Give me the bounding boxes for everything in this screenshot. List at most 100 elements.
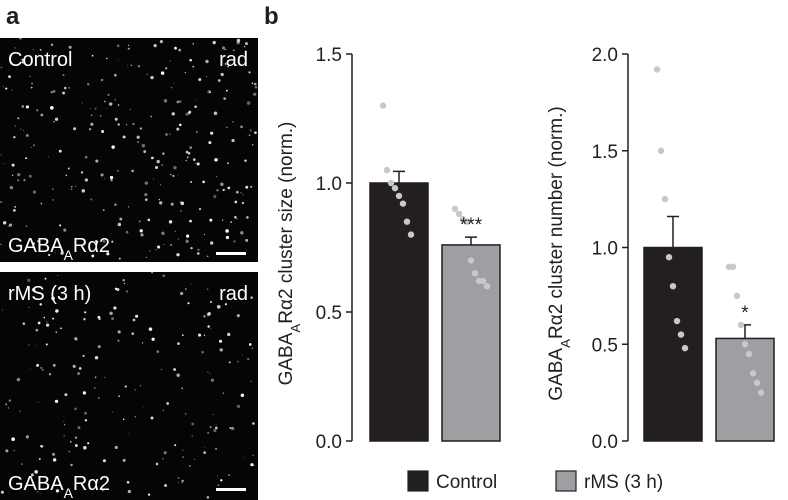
punctum	[74, 337, 78, 341]
punctum	[28, 174, 32, 178]
punctum	[28, 344, 30, 346]
bar	[643, 246, 703, 442]
punctum	[150, 416, 154, 420]
punctum	[202, 180, 205, 184]
punctum	[114, 203, 117, 206]
y-axis-label-part: GABA	[276, 332, 297, 385]
punctum	[11, 174, 14, 177]
punctum	[90, 122, 94, 126]
punctum	[114, 73, 117, 77]
punctum	[251, 143, 254, 146]
punctum	[185, 238, 187, 240]
punctum	[91, 54, 94, 57]
punctum	[146, 73, 148, 75]
punctum	[189, 465, 191, 467]
punctum	[63, 420, 65, 422]
punctum	[58, 149, 62, 153]
punctum	[131, 169, 134, 173]
punctum	[118, 257, 121, 260]
punctum	[14, 206, 17, 208]
punctum	[52, 363, 56, 367]
punctum	[189, 58, 193, 62]
punctum	[252, 454, 254, 456]
punctum	[74, 407, 77, 411]
punctum	[224, 48, 227, 51]
condition-label: rMS (3 h)	[8, 283, 91, 305]
punctum	[107, 93, 110, 96]
punctum	[25, 157, 28, 160]
punctum	[163, 451, 167, 455]
punctum	[7, 407, 10, 409]
punctum	[55, 309, 59, 313]
punctum	[54, 117, 59, 121]
punctum	[129, 108, 131, 111]
punctum	[30, 368, 32, 370]
punctum	[28, 306, 30, 309]
punctum	[13, 449, 15, 452]
punctum	[110, 179, 113, 182]
punctum	[244, 50, 246, 52]
punctum	[84, 411, 87, 415]
punctum	[23, 129, 25, 131]
scale-bar	[216, 252, 246, 255]
data-point	[681, 344, 689, 352]
punctum	[198, 78, 202, 82]
punctum	[150, 76, 154, 80]
punctum	[209, 218, 213, 222]
punctum	[117, 123, 120, 126]
punctum	[208, 141, 212, 145]
punctum	[163, 244, 165, 245]
punctum	[234, 215, 237, 219]
punctum	[134, 389, 136, 391]
punctum	[203, 451, 207, 454]
punctum	[174, 230, 176, 232]
punctum	[250, 185, 253, 188]
stain-label-part: Rα2	[73, 235, 110, 257]
punctum	[215, 447, 218, 450]
punctum	[100, 78, 104, 82]
punctum	[24, 485, 28, 488]
punctum	[111, 240, 114, 243]
punctum	[83, 446, 87, 450]
punctum	[68, 45, 72, 49]
data-point	[467, 257, 475, 264]
punctum	[225, 235, 230, 240]
punctum	[194, 458, 196, 460]
punctum	[2, 85, 4, 87]
punctum	[122, 458, 126, 462]
y-axis-label: GABAARα2 cluster size (norm.)	[276, 122, 303, 386]
punctum	[0, 201, 3, 204]
punctum	[117, 339, 120, 342]
punctum	[246, 216, 249, 219]
punctum	[217, 484, 220, 487]
punctum	[177, 482, 179, 484]
punctum	[84, 155, 88, 159]
punctum	[229, 426, 232, 429]
punctum	[34, 345, 36, 347]
punctum	[169, 60, 171, 62]
punctum	[127, 284, 129, 286]
punctum	[43, 54, 46, 57]
punctum	[206, 496, 210, 499]
punctum	[109, 175, 114, 180]
punctum	[228, 361, 231, 364]
punctum	[179, 201, 183, 204]
data-point	[753, 379, 761, 387]
data-point	[749, 370, 757, 377]
punctum	[187, 152, 191, 155]
punctum	[117, 59, 119, 61]
punctum	[52, 452, 55, 456]
punctum	[101, 129, 105, 134]
punctum	[248, 343, 252, 346]
punctum	[78, 367, 82, 370]
punctum	[106, 108, 108, 109]
punctum	[55, 489, 60, 493]
punctum	[181, 387, 183, 390]
punctum	[130, 64, 132, 67]
punctum	[179, 100, 182, 103]
punctum	[5, 403, 8, 406]
punctum	[51, 296, 55, 301]
punctum	[63, 424, 66, 426]
punctum	[62, 74, 65, 76]
punctum	[111, 411, 113, 413]
